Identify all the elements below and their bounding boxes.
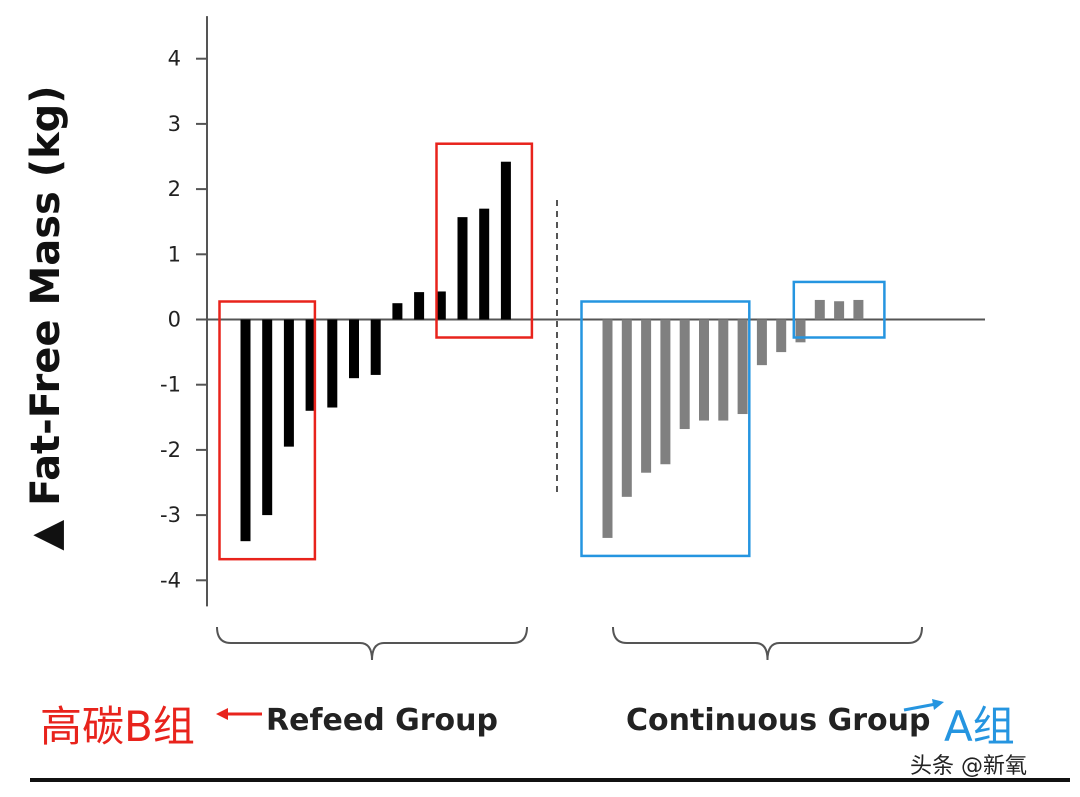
y-axis-label: ▲ Fat-Free Mass (kg) — [23, 85, 69, 551]
continuous-bar — [699, 319, 709, 421]
y-tick-label: 4 — [168, 47, 181, 71]
refeed-bar — [305, 319, 316, 411]
refeed-bar — [283, 319, 294, 447]
y-tick-label: 0 — [168, 308, 181, 332]
red-arrow-icon — [216, 708, 262, 720]
refeed-bar — [479, 208, 490, 320]
continuous-bar — [853, 299, 864, 320]
refeed-bar — [392, 303, 403, 320]
refeed-group-label: Refeed Group — [266, 703, 498, 738]
continuous-bar — [602, 319, 613, 538]
refeed-bar — [370, 319, 381, 375]
y-tick-label: 2 — [168, 177, 181, 201]
continuous-group-bracket — [612, 626, 923, 661]
annotation-a-group: A组 — [944, 702, 1015, 751]
continuous-bar — [756, 319, 767, 366]
continuous-bar — [737, 319, 748, 415]
continuous-group-label: Continuous Group — [626, 703, 931, 738]
y-tick-label: 3 — [168, 112, 181, 136]
watermark: 头条 @新氧 — [910, 754, 1027, 779]
continuous-bar — [834, 301, 845, 320]
continuous-bar — [660, 319, 671, 465]
refeed-bar — [435, 291, 446, 320]
continuous-loss-highlight — [580, 300, 751, 558]
bottom-rule — [30, 778, 1070, 782]
refeed-bar — [457, 217, 468, 320]
blue-arrow-icon — [903, 699, 944, 712]
refeed-bar — [414, 292, 425, 320]
continuous-bar — [814, 299, 825, 320]
refeed-bar — [327, 319, 338, 408]
continuous-bar — [621, 319, 632, 497]
refeed-gain-highlight — [435, 142, 534, 339]
refeed-bar — [349, 319, 359, 379]
y-tick-label: -2 — [160, 438, 181, 462]
continuous-bar — [641, 319, 652, 473]
refeed-bar — [262, 319, 273, 516]
annotation-b-group: 高碳B组 — [40, 702, 195, 751]
refeed-group-bracket — [216, 626, 528, 661]
y-tick-label: -1 — [160, 373, 181, 397]
continuous-bar — [795, 319, 806, 343]
y-tick-label: -4 — [160, 568, 181, 592]
refeed-bar — [240, 319, 251, 542]
continuous-bar — [679, 319, 690, 430]
continuous-bar — [776, 319, 787, 353]
refeed-bar — [500, 161, 511, 320]
refeed-loss-highlight — [218, 300, 317, 561]
y-tick-label: 1 — [168, 242, 181, 266]
continuous-gain-highlight — [792, 280, 886, 339]
y-tick-label: -3 — [160, 503, 181, 527]
continuous-bar — [718, 319, 729, 421]
